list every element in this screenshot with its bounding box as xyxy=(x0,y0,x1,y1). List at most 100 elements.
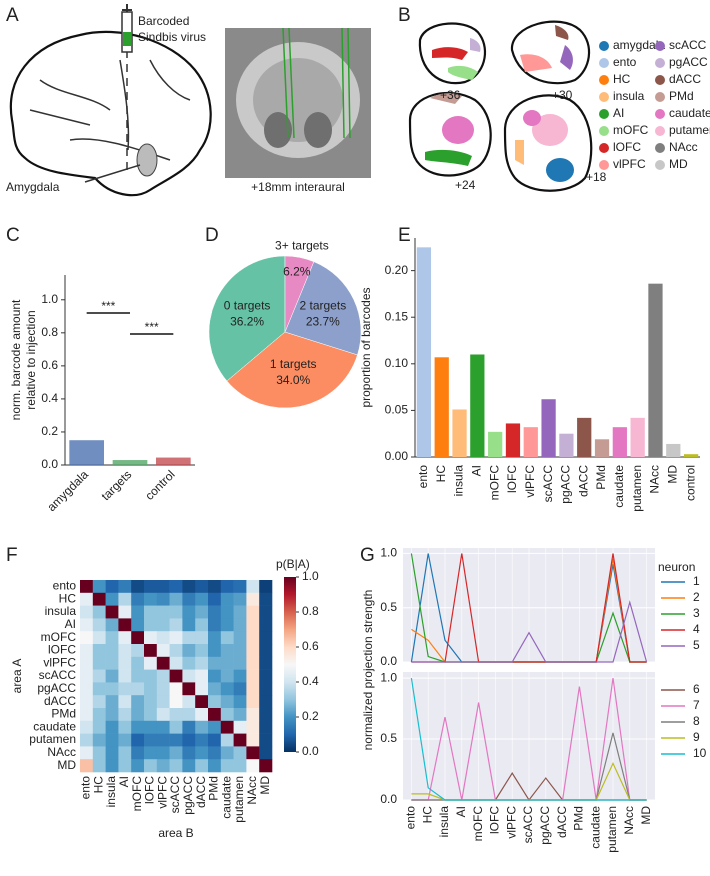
y-tick-label: pgACC xyxy=(37,681,76,695)
heatmap-cell xyxy=(131,618,145,632)
y-tick-label: caudate xyxy=(33,719,76,733)
heatmap-cell xyxy=(80,708,94,722)
bar xyxy=(505,423,521,457)
mri-caption: +18mm interaural xyxy=(251,180,345,194)
heatmap-cell xyxy=(105,580,119,594)
x-tick-label: NAcc xyxy=(648,465,662,494)
legend-label: 1 xyxy=(693,574,700,588)
x-tick-label: scACC xyxy=(168,776,182,814)
heatmap-cell xyxy=(233,644,247,658)
heatmap-cell xyxy=(208,631,222,645)
bar xyxy=(434,357,449,457)
bar xyxy=(69,440,104,465)
pie-slice xyxy=(208,255,286,382)
heatmap-cell xyxy=(182,682,196,696)
bar xyxy=(470,354,485,457)
x-tick-label: ento xyxy=(79,776,93,800)
heatmap-cell xyxy=(156,708,170,722)
y-tick-label: putamen xyxy=(29,732,76,746)
panel-label: B xyxy=(398,5,411,26)
heatmap-cell xyxy=(182,656,196,670)
heatmap-cell xyxy=(182,708,196,722)
heatmap-cell xyxy=(156,759,170,773)
x-tick-label: HC xyxy=(91,776,105,794)
y-tick-label: 0.8 xyxy=(41,325,58,339)
significance-label: *** xyxy=(101,299,115,313)
bar xyxy=(577,417,592,457)
heatmap-cell xyxy=(220,733,234,747)
heatmap-cell xyxy=(220,682,234,696)
legend-swatch xyxy=(655,58,665,68)
heatmap-cell xyxy=(220,759,234,773)
x-tick-label: ento xyxy=(416,465,430,489)
heatmap-cell xyxy=(156,644,170,658)
legend-label: dACC xyxy=(669,72,701,86)
legend-label: pgACC xyxy=(669,55,708,69)
heatmap-cell xyxy=(233,708,247,722)
x-tick-label: PMd xyxy=(207,776,221,801)
y-tick-label: mOFC xyxy=(41,630,77,644)
heatmap-cell xyxy=(80,605,94,619)
legend-title: neuron xyxy=(658,560,695,574)
heatmap-cell xyxy=(220,580,234,594)
heatmap-cell xyxy=(92,580,106,594)
heatmap-cell xyxy=(195,618,209,632)
heatmap-cell xyxy=(259,618,273,632)
line-series xyxy=(411,600,648,663)
heatmap-cell xyxy=(118,580,132,594)
legend-label: 5 xyxy=(693,638,700,652)
heatmap-cell xyxy=(80,644,94,658)
heatmap-cell xyxy=(80,580,94,594)
panel-label: D xyxy=(205,225,219,246)
heatmap-cell xyxy=(208,656,222,670)
x-tick-label: MD xyxy=(258,776,272,795)
heatmap-cell xyxy=(105,592,119,606)
heatmap-cell xyxy=(92,708,106,722)
heatmap-cell xyxy=(169,708,183,722)
legend-label: scACC xyxy=(669,38,707,52)
y-tick-label: 0.4 xyxy=(41,391,58,405)
heatmap-cell xyxy=(118,592,132,606)
heatmap-cell xyxy=(144,669,158,683)
heatmap-cell xyxy=(246,695,260,709)
bar xyxy=(666,443,681,457)
heatmap-cell xyxy=(92,759,106,773)
heatmap-cell xyxy=(156,695,170,709)
bar xyxy=(156,457,191,465)
panel-label: F xyxy=(6,545,18,566)
x-tick-label: caudate xyxy=(219,776,233,819)
heatmap-cell xyxy=(259,669,273,683)
y-tick-label: 0.00 xyxy=(385,449,409,463)
legend-swatch xyxy=(655,143,665,153)
heatmap-cell xyxy=(182,644,196,658)
heatmap-cell xyxy=(259,605,273,619)
heatmap-cell xyxy=(259,733,273,747)
legend-label: NAcc xyxy=(669,140,698,154)
heatmap-cell xyxy=(105,631,119,645)
bar xyxy=(630,417,645,457)
legend-swatch xyxy=(655,160,665,170)
bar xyxy=(523,427,538,457)
heatmap-cell xyxy=(105,733,119,747)
heatmap-cell xyxy=(156,746,170,760)
heatmap-cell xyxy=(131,733,145,747)
heatmap-cell xyxy=(156,605,170,619)
heatmap-cell xyxy=(169,580,183,594)
heatmap-cell xyxy=(182,631,196,645)
panel-label: G xyxy=(360,545,375,566)
heatmap-cell xyxy=(118,669,132,683)
heatmap-cell xyxy=(233,733,247,747)
x-tick-label: lOFC xyxy=(488,806,502,834)
legend-swatch xyxy=(655,41,665,51)
heatmap-cell xyxy=(208,720,222,734)
heatmap-cell xyxy=(118,746,132,760)
heatmap-cell xyxy=(246,733,260,747)
heatmap-cell xyxy=(169,720,183,734)
line-series xyxy=(410,678,647,801)
y-tick-label: 0.5 xyxy=(380,731,397,745)
bar xyxy=(648,283,663,457)
significance-label: *** xyxy=(145,320,159,334)
line-series xyxy=(411,553,647,663)
heatmap-cell xyxy=(118,618,132,632)
legend-swatch xyxy=(599,143,609,153)
